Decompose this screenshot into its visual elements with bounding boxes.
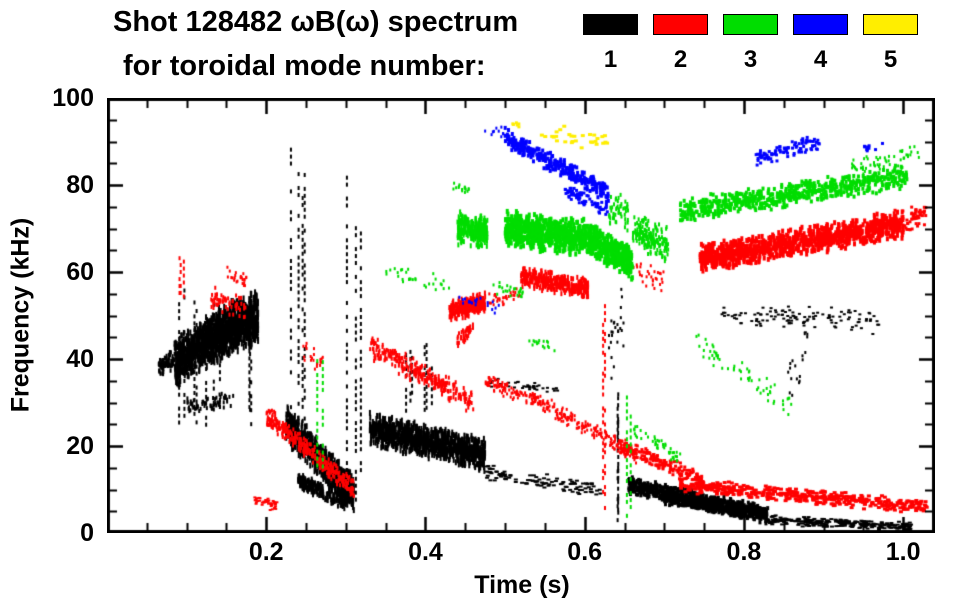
- legend-label-mode-1: 1: [603, 46, 618, 73]
- legend: 1 2 3 4 5: [583, 14, 918, 73]
- y-tick-label-100: 100: [52, 84, 94, 112]
- legend-item-mode-1: 1: [583, 14, 638, 73]
- y-axis-label: Frequency (kHz): [6, 217, 35, 413]
- x-tick-label-0.4: 0.4: [408, 538, 443, 566]
- y-tick-label-80: 80: [66, 171, 94, 199]
- spectrogram-canvas: [107, 98, 935, 533]
- legend-item-mode-2: 2: [653, 14, 708, 73]
- x-tick-label-1.0: 1.0: [885, 538, 921, 566]
- y-tick-label-40: 40: [66, 345, 94, 373]
- x-tick-label-0.2: 0.2: [248, 538, 284, 566]
- chart-subtitle: for toroidal mode number:: [123, 50, 486, 82]
- legend-swatch-mode-1: [583, 14, 638, 35]
- y-tick-label-60: 60: [66, 258, 94, 286]
- x-axis-label: Time (s): [474, 571, 570, 599]
- legend-item-mode-3: 3: [723, 14, 778, 73]
- x-tick-label-0.6: 0.6: [567, 538, 603, 566]
- legend-item-mode-5: 5: [863, 14, 918, 73]
- legend-label-mode-2: 2: [673, 46, 688, 73]
- x-tick-label-0.8: 0.8: [726, 538, 762, 566]
- legend-swatch-mode-2: [653, 14, 708, 35]
- legend-label-mode-4: 4: [813, 46, 828, 73]
- legend-label-mode-5: 5: [883, 46, 898, 73]
- legend-swatch-mode-3: [723, 14, 778, 35]
- chart-title: Shot 128482 ωB(ω) spectrum: [113, 6, 519, 38]
- legend-item-mode-4: 4: [793, 14, 848, 73]
- legend-swatch-mode-5: [863, 14, 918, 35]
- y-tick-label-0: 0: [80, 519, 94, 547]
- y-tick-label-20: 20: [66, 432, 94, 460]
- legend-label-mode-3: 3: [743, 46, 758, 73]
- legend-swatch-mode-4: [793, 14, 848, 35]
